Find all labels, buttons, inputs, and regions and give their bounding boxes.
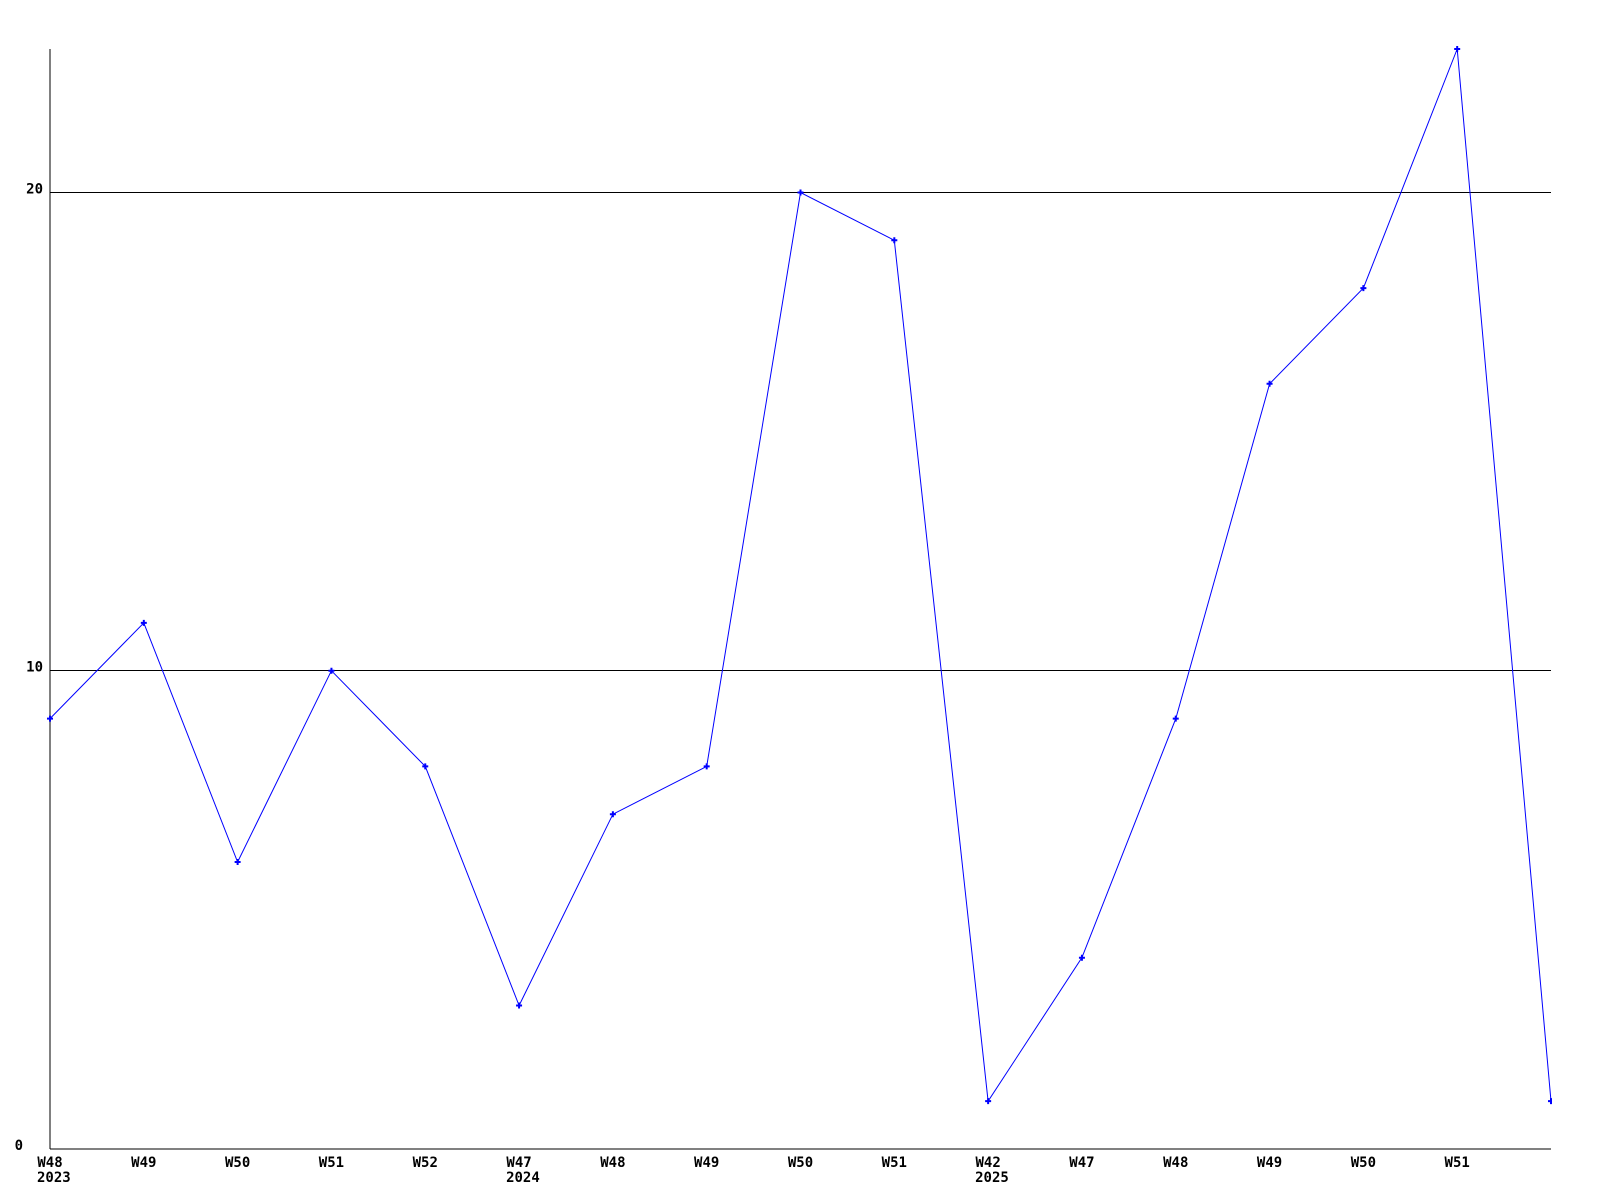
x-tick-label: W51: [882, 1155, 907, 1171]
data-point-marker: [1360, 285, 1367, 292]
x-tick-label: W49: [1257, 1155, 1282, 1171]
x-tick-label: W49: [694, 1155, 719, 1171]
x-tick-label: W47: [1069, 1155, 1094, 1171]
y-tick-label: 0: [15, 1138, 23, 1154]
x-tick-label: W51: [1445, 1155, 1470, 1171]
data-point-marker: [703, 763, 710, 770]
y-tick-label: 10: [26, 660, 43, 676]
data-point-marker: [891, 237, 898, 244]
y-tick-label: 20: [26, 181, 43, 197]
data-point-marker: [47, 715, 53, 722]
data-point-marker: [609, 811, 616, 818]
data-point-marker: [516, 1002, 523, 1009]
data-point-marker: [422, 763, 429, 770]
data-point-marker: [797, 189, 804, 196]
data-point-marker: [328, 667, 335, 674]
data-point-marker: [1172, 715, 1179, 722]
x-tick-label: W51: [319, 1155, 344, 1171]
x-tick-label: W48: [37, 1155, 62, 1171]
x-tick-label: W52: [413, 1155, 438, 1171]
x-tick-label: W50: [225, 1155, 250, 1171]
x-year-label: 2025: [975, 1170, 1009, 1186]
x-year-label: 2023: [37, 1170, 71, 1186]
x-year-label: 2024: [506, 1170, 540, 1186]
x-tick-label: W49: [131, 1155, 156, 1171]
data-point-marker: [140, 619, 147, 626]
data-point-marker: [1454, 46, 1461, 52]
x-tick-label: W48: [600, 1155, 625, 1171]
data-point-marker: [1548, 1098, 1552, 1105]
x-tick-label: W47: [506, 1155, 531, 1171]
x-tick-label: W48: [1163, 1155, 1188, 1171]
data-point-marker: [1266, 380, 1273, 387]
x-tick-label: W42: [975, 1155, 1000, 1171]
series-group: [47, 46, 1552, 1105]
x-tick-label: W50: [788, 1155, 813, 1171]
x-tick-label: W50: [1351, 1155, 1376, 1171]
data-point-marker: [985, 1098, 992, 1105]
data-point-marker: [234, 859, 241, 866]
data-point-marker: [1078, 954, 1085, 961]
